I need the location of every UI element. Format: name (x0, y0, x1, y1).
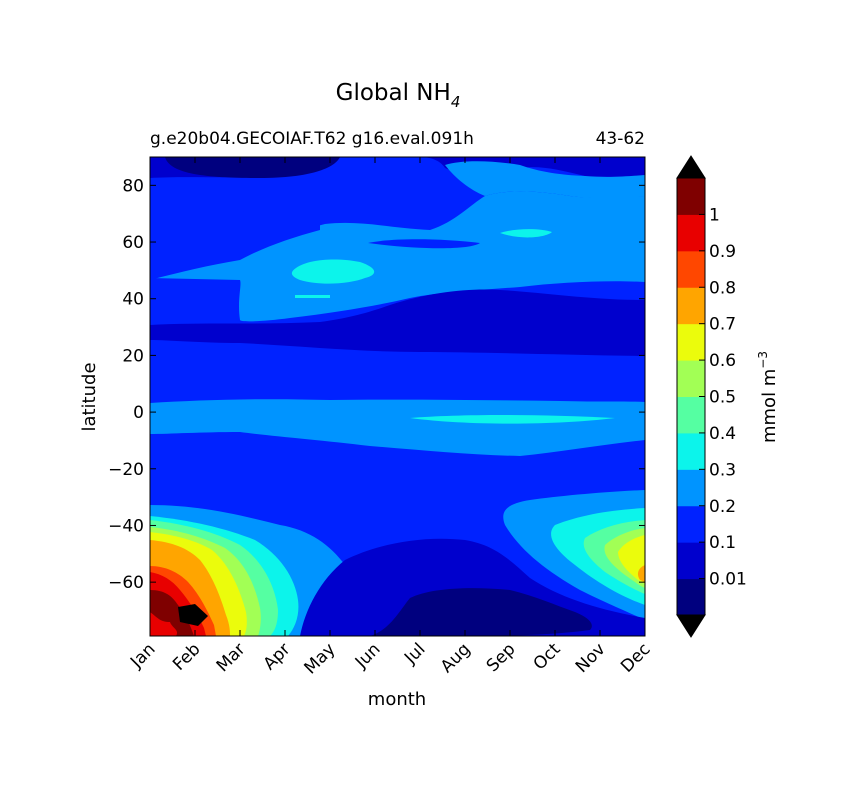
x-tick-label: Jan (126, 639, 159, 672)
x-tick-label: May (301, 639, 340, 678)
colorbar-segment (677, 250, 705, 288)
x-tick-label: Apr (260, 639, 295, 674)
plot-frame (149, 156, 646, 637)
y-tick-label: −20 (108, 460, 144, 480)
colorbar-tick-label: 0.1 (709, 533, 736, 553)
colorbar: 0.01 0.1 0.2 0.3 0.4 0.5 0.6 0.7 0.8 0.9 1 (676, 155, 747, 638)
x-tick-label: Jul (400, 639, 429, 668)
colorbar-tick-label: 0.3 (709, 460, 736, 480)
colorbar-tick-label: 0.2 (709, 497, 736, 517)
colorbar-segment (677, 360, 705, 397)
colorbar-segment (677, 542, 705, 580)
colorbar-label-text: mmol m (759, 369, 780, 443)
colorbar-segment (677, 578, 705, 616)
colorbar-tick-label: 0.7 (709, 315, 736, 335)
colorbar-segment (677, 396, 705, 434)
colorbar-tick-label: 0.01 (709, 570, 747, 590)
colorbar-tick-label: 0.6 (709, 351, 736, 371)
colorbar-segment (677, 287, 705, 325)
colorbar-segment (677, 432, 705, 470)
y-tick-label: 60 (122, 233, 144, 253)
colorbar-segment (677, 469, 705, 507)
chart-title-main: Global NH (336, 80, 451, 106)
x-tick-label: Aug (437, 639, 475, 677)
contour-field (150, 157, 645, 636)
y-tick-label: 40 (122, 290, 144, 310)
y-axis-label: latitude (79, 362, 100, 431)
colorbar-segment (677, 505, 705, 543)
y-tick-label: 20 (122, 346, 144, 366)
x-tick-label: Oct (530, 639, 565, 674)
colorbar-tick-label: 0.8 (709, 278, 736, 298)
y-axis: 80 60 40 20 0 −20 −40 −60 (108, 176, 645, 593)
chart-title: Global NH4 (336, 80, 461, 111)
x-tick-label: Sep (483, 639, 520, 676)
colorbar-segment (677, 214, 705, 252)
colorbar-segment (677, 178, 705, 215)
y-tick-label: −40 (108, 516, 144, 536)
colorbar-label: mmol m−3 (756, 351, 780, 443)
colorbar-label-exponent: −3 (756, 351, 770, 369)
y-tick-label: −60 (108, 573, 144, 593)
x-tick-label: Nov (572, 639, 610, 677)
x-tick-label: Mar (213, 639, 250, 676)
x-tick-label: Dec (617, 639, 654, 676)
case-name-label: g.e20b04.GECOIAF.T62 g16.eval.091h (150, 129, 474, 149)
x-tick-label: Feb (169, 639, 204, 674)
colorbar-under-arrow (676, 614, 706, 638)
chart-title-subscript: 4 (451, 93, 461, 111)
colorbar-tick-label: 1 (709, 205, 720, 225)
colorbar-tick-label: 0.4 (709, 424, 736, 444)
x-tick-label: Jun (351, 639, 385, 673)
year-range-label: 43-62 (596, 129, 645, 149)
colorbar-tick-label: 0.5 (709, 388, 736, 408)
colorbar-over-arrow (676, 155, 706, 179)
y-tick-label: 0 (133, 403, 144, 423)
colorbar-segment (677, 323, 705, 361)
colorbar-tick-label: 0.9 (709, 242, 736, 262)
x-axis-label: month (368, 689, 426, 710)
y-tick-label: 80 (122, 176, 144, 196)
